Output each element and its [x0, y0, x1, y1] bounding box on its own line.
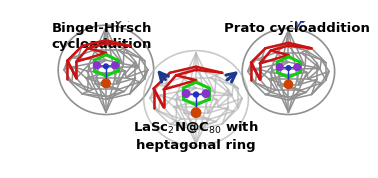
Text: Prato cycloaddition: Prato cycloaddition — [224, 22, 370, 35]
Circle shape — [102, 79, 110, 88]
Circle shape — [194, 92, 198, 97]
Circle shape — [276, 64, 283, 70]
Text: LaSc$_2$N@C$_{80}$ with
heptagonal ring: LaSc$_2$N@C$_{80}$ with heptagonal ring — [133, 120, 259, 152]
Circle shape — [202, 90, 210, 97]
Circle shape — [191, 108, 201, 117]
Circle shape — [104, 64, 108, 69]
Circle shape — [93, 62, 100, 69]
Circle shape — [286, 66, 291, 70]
Circle shape — [112, 62, 118, 69]
Circle shape — [294, 64, 301, 70]
Circle shape — [284, 80, 293, 88]
Text: Bingel-Hirsch
cycloaddition: Bingel-Hirsch cycloaddition — [51, 22, 152, 51]
Circle shape — [182, 90, 190, 97]
